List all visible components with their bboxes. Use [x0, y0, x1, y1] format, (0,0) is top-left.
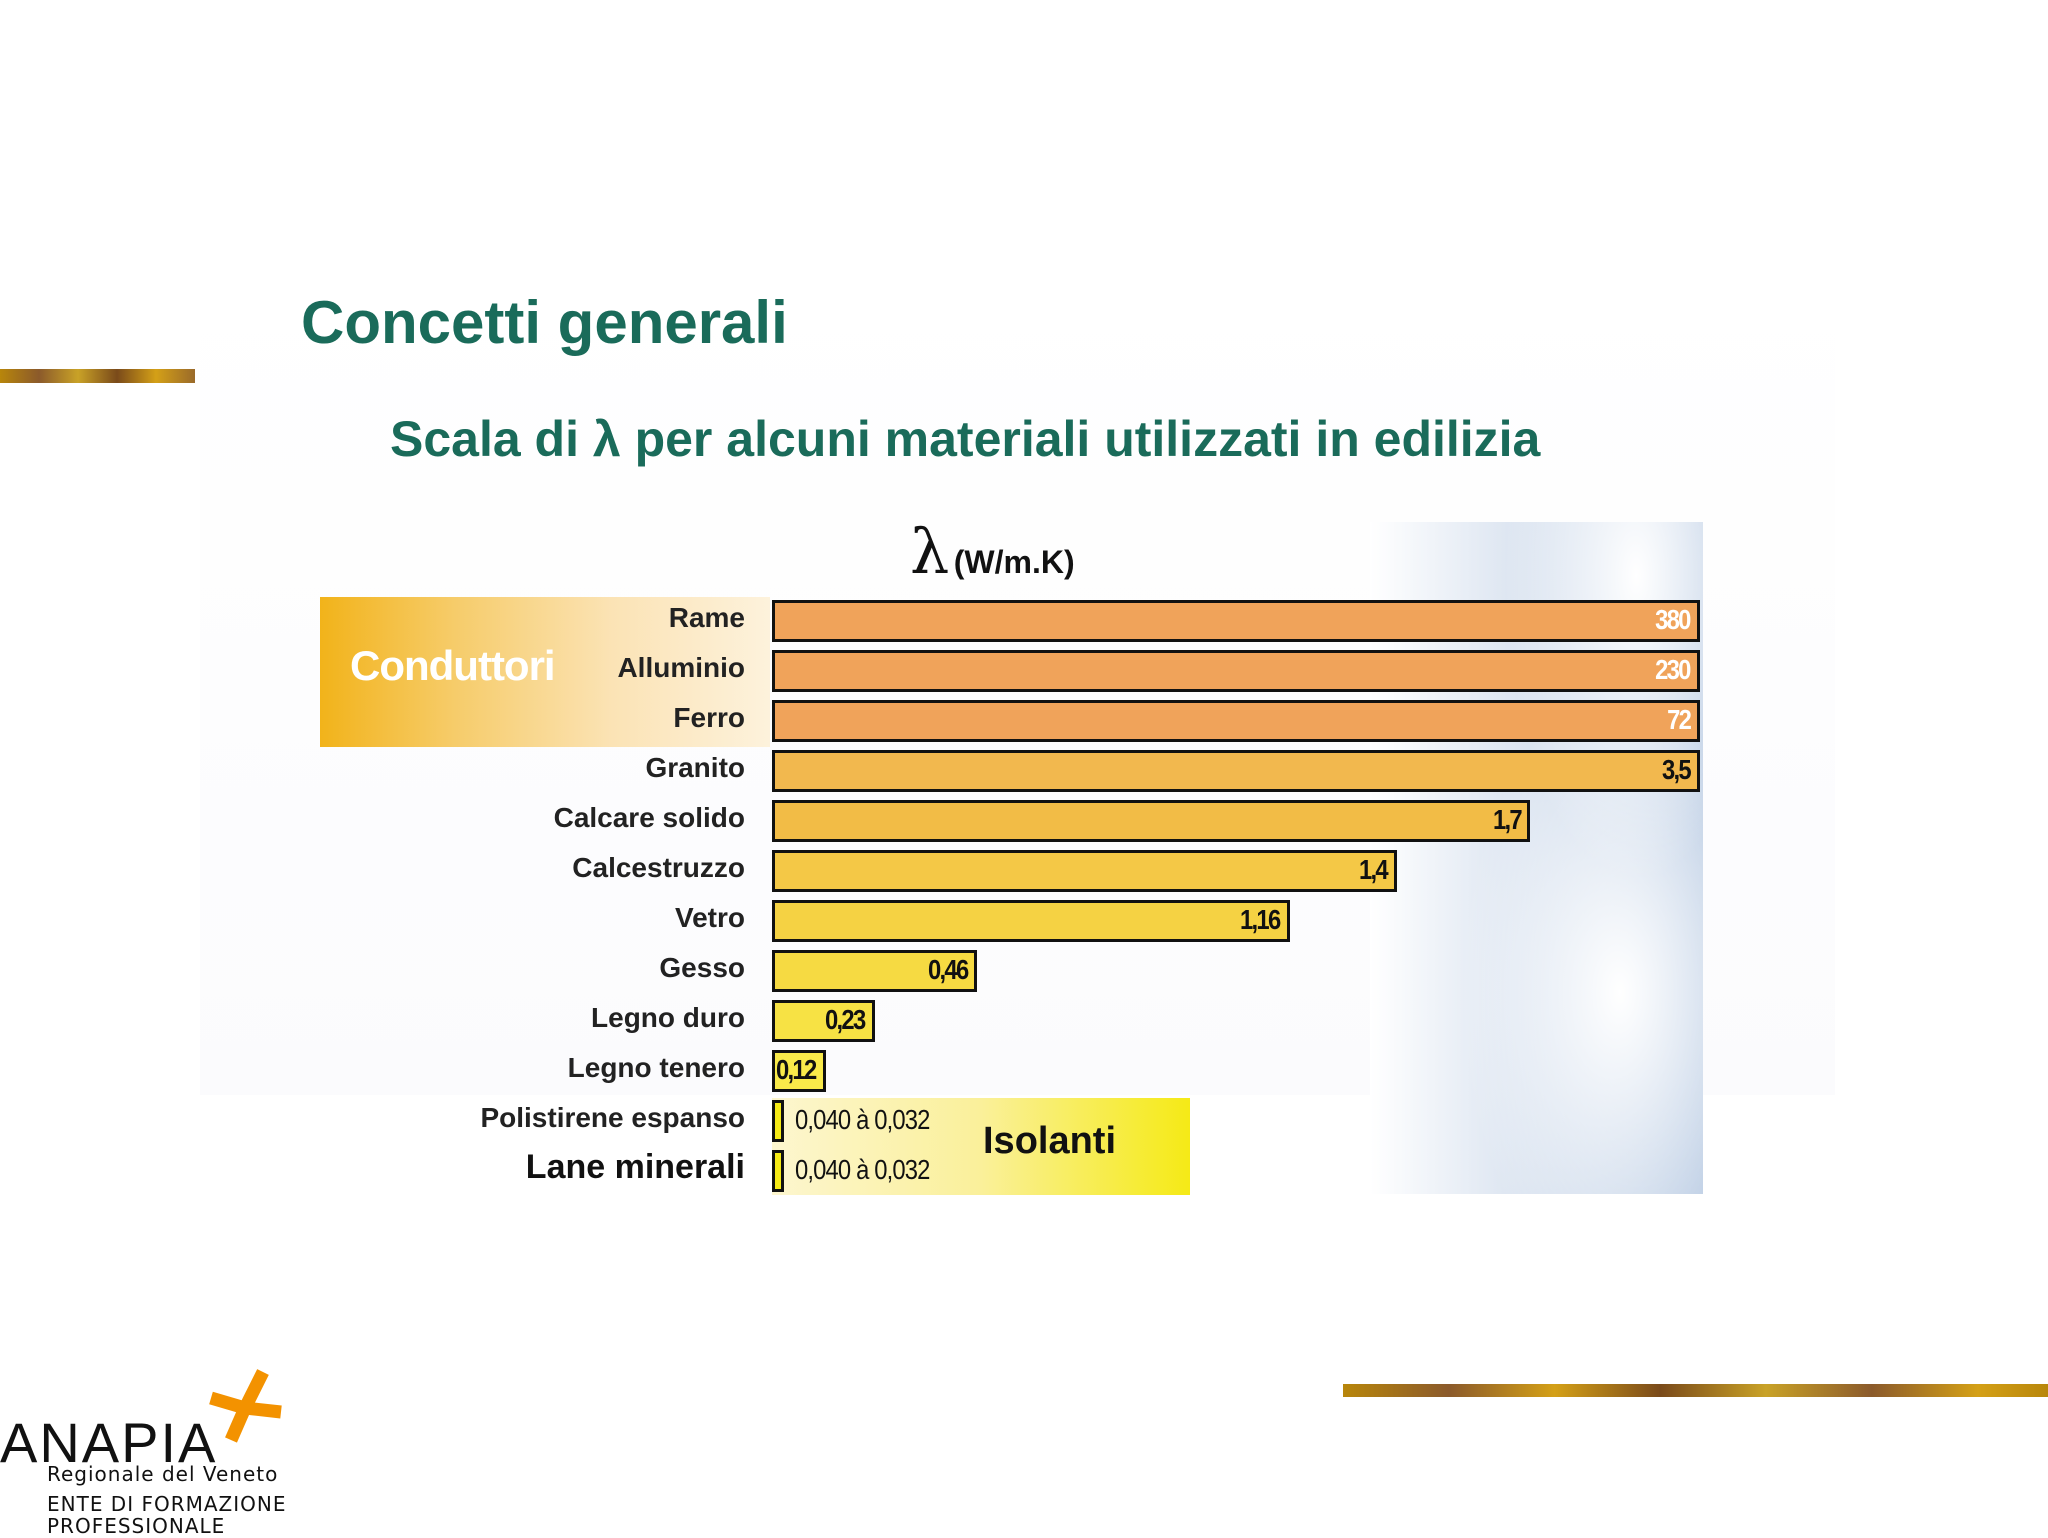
logo-line-entity: ENTE DI FORMAZIONE: [47, 1492, 287, 1516]
category-label: Lane minerali: [525, 1148, 745, 1186]
bar: [772, 950, 978, 992]
category-label: Legno duro: [591, 1002, 745, 1033]
bar: [772, 850, 1397, 892]
bar: [772, 750, 1700, 792]
category-label: Vetro: [674, 902, 745, 933]
unit-text: (W/m.K): [953, 544, 1075, 580]
category-label: Calcare solido: [553, 802, 745, 833]
bar: [772, 800, 1531, 842]
logo-line-professional: PROFESSIONALE: [47, 1514, 226, 1538]
group-insulators-band: [772, 1098, 1190, 1195]
bar: [772, 700, 1700, 742]
value-label: 0,23: [825, 1004, 866, 1035]
bar: [772, 1050, 826, 1092]
value-label: 230: [1655, 654, 1691, 685]
bar: [772, 1150, 784, 1192]
value-label: 72: [1666, 704, 1692, 735]
value-label: 380: [1655, 604, 1691, 635]
category-label: Granito: [645, 752, 745, 783]
asterisk-logo-icon: [209, 1369, 282, 1443]
value-label: 0,46: [927, 954, 969, 985]
bar: [772, 650, 1700, 692]
lambda-symbol: λ: [910, 515, 950, 588]
value-range-label: 0,040 à 0,032: [795, 1154, 930, 1185]
group-conductors-label: Conduttori: [350, 642, 556, 689]
value-label: 0,12: [776, 1054, 817, 1085]
value-label: 1,7: [1492, 804, 1522, 835]
bar: [772, 1100, 784, 1142]
category-label: Polistirene espanso: [480, 1102, 745, 1133]
decorative-bar-left: [0, 369, 195, 383]
logo-line-region: Regionale del Veneto: [47, 1462, 279, 1486]
category-label: Calcestruzzo: [572, 852, 745, 883]
value-label: 3,5: [1662, 754, 1692, 785]
chart-subtitle: Scala di λ per alcuni materiali utilizza…: [390, 411, 1541, 467]
logo-name: ANAPIA: [0, 1411, 218, 1474]
bar: [772, 1000, 875, 1042]
category-label: Gesso: [659, 952, 745, 983]
category-label: Legno tenero: [567, 1052, 745, 1083]
value-label: 1,4: [1358, 854, 1389, 885]
category-label: Rame: [668, 602, 745, 633]
unit-label: λ (W/m.K): [910, 515, 1075, 588]
group-conductors-band: [320, 597, 770, 747]
decorative-bar-right: [1343, 1384, 2048, 1397]
category-label: Alluminio: [617, 652, 745, 683]
bar: [772, 600, 1700, 642]
group-insulators-label: Isolanti: [983, 1120, 1117, 1162]
value-range-label: 0,040 à 0,032: [795, 1104, 930, 1135]
bar: [772, 900, 1290, 942]
page-title: Concetti generali: [301, 289, 788, 356]
category-label: Ferro: [673, 702, 745, 733]
value-label: 1,16: [1240, 904, 1281, 935]
